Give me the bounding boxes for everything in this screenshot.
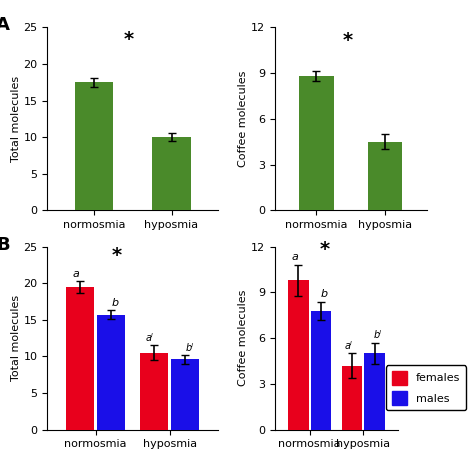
Text: A: A <box>0 16 10 34</box>
Text: *: * <box>124 30 134 49</box>
Bar <box>97 315 125 430</box>
Bar <box>311 311 331 430</box>
Text: *: * <box>342 31 352 50</box>
Y-axis label: Coffee molecules: Coffee molecules <box>238 71 248 167</box>
Text: *: * <box>111 246 121 265</box>
Y-axis label: Coffee molecules: Coffee molecules <box>238 290 248 386</box>
Text: b: b <box>112 298 119 308</box>
Bar <box>288 280 309 430</box>
Text: b: b <box>320 289 328 299</box>
Y-axis label: Total molecules: Total molecules <box>11 76 21 162</box>
Bar <box>365 353 385 430</box>
Text: B: B <box>0 236 10 254</box>
Text: *: * <box>319 240 330 259</box>
Text: aᴵ: aᴵ <box>146 333 154 343</box>
Bar <box>171 359 200 430</box>
Legend: females, males: females, males <box>386 366 466 410</box>
Y-axis label: Total molecules: Total molecules <box>11 295 21 381</box>
Text: bᴵ: bᴵ <box>186 343 194 353</box>
Text: a: a <box>72 269 79 279</box>
Bar <box>66 287 94 430</box>
Bar <box>342 366 362 430</box>
Bar <box>368 142 402 210</box>
Bar <box>299 76 334 210</box>
Text: a: a <box>292 252 299 262</box>
Bar <box>152 137 191 210</box>
Text: aᴵ: aᴵ <box>345 341 353 351</box>
Bar <box>140 353 168 430</box>
Bar <box>74 82 113 210</box>
Text: bᴵ: bᴵ <box>374 330 382 340</box>
